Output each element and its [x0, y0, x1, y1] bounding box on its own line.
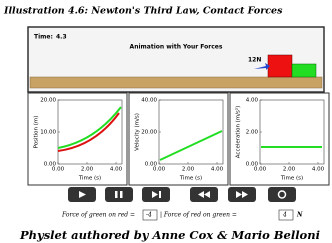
time-value: 4.3: [56, 34, 67, 41]
y-axis-label: Position (m): [34, 116, 40, 149]
x-tick-label: 0.00: [52, 167, 65, 173]
screen: Illustration 4.6: Newton's Third Law, Co…: [0, 0, 332, 243]
animation-title: Animation with Your Forces: [130, 44, 223, 51]
plot-area: [159, 100, 223, 164]
x-axis-label: Time (s): [78, 176, 101, 182]
x-tick-label: 2.00: [283, 167, 296, 173]
y-tick-label: 10.00: [40, 130, 56, 136]
y-axis-label: Velocity (m/s): [135, 113, 141, 151]
x-tick-label: 2.00: [182, 167, 195, 173]
x-tick-label: 4.00: [312, 167, 325, 173]
x-axis-label: Time (s): [179, 176, 202, 182]
force-unit: N: [296, 212, 303, 219]
red-block[interactable]: [268, 55, 292, 77]
footer: Physlet authored by Anne Cox & Mario Bel…: [19, 228, 320, 242]
force-input-value: -4: [146, 212, 152, 219]
y-tick-label: 4.00: [246, 98, 259, 104]
x-tick-label: 0.00: [153, 167, 166, 173]
y-axis-label: Acceleration (m/s²): [235, 106, 242, 159]
green-block[interactable]: [292, 64, 316, 77]
pause-button[interactable]: [105, 187, 133, 202]
page-title: Illustration 4.6: Newton's Third Law, Co…: [3, 6, 283, 17]
force-label: | Force of red on green =: [160, 212, 237, 219]
reset-button[interactable]: [268, 187, 296, 202]
pause-icon: [115, 191, 118, 198]
y-tick-label: 40.00: [141, 98, 157, 104]
y-tick-label: 20.00: [141, 130, 157, 136]
x-tick-label: 0.00: [254, 167, 267, 173]
time-label: Time:: [34, 34, 53, 41]
x-tick-label: 2.00: [81, 167, 94, 173]
x-tick-label: 4.00: [211, 167, 224, 173]
force-input-value: 4: [282, 212, 287, 219]
force-label: Force of green on red =: [61, 212, 135, 219]
force-label: 12N: [248, 57, 261, 64]
x-axis-label: Time (s): [280, 176, 303, 182]
buttons: [68, 187, 296, 202]
graphs: 20.00 10.00 0.00 0.00 2.00 4.00 Time (s) Positi…: [28, 93, 329, 185]
y-tick-label: 2.00: [246, 130, 259, 136]
x-tick-label: 4.00: [110, 167, 123, 173]
y-tick-label: 20.00: [40, 98, 56, 104]
page: {"header": {"title": "Illustration 4.6: …: [0, 0, 332, 243]
plot-area: [58, 100, 122, 164]
pause-icon: [120, 191, 123, 198]
ground: [30, 77, 322, 88]
plot-area: [260, 100, 324, 164]
